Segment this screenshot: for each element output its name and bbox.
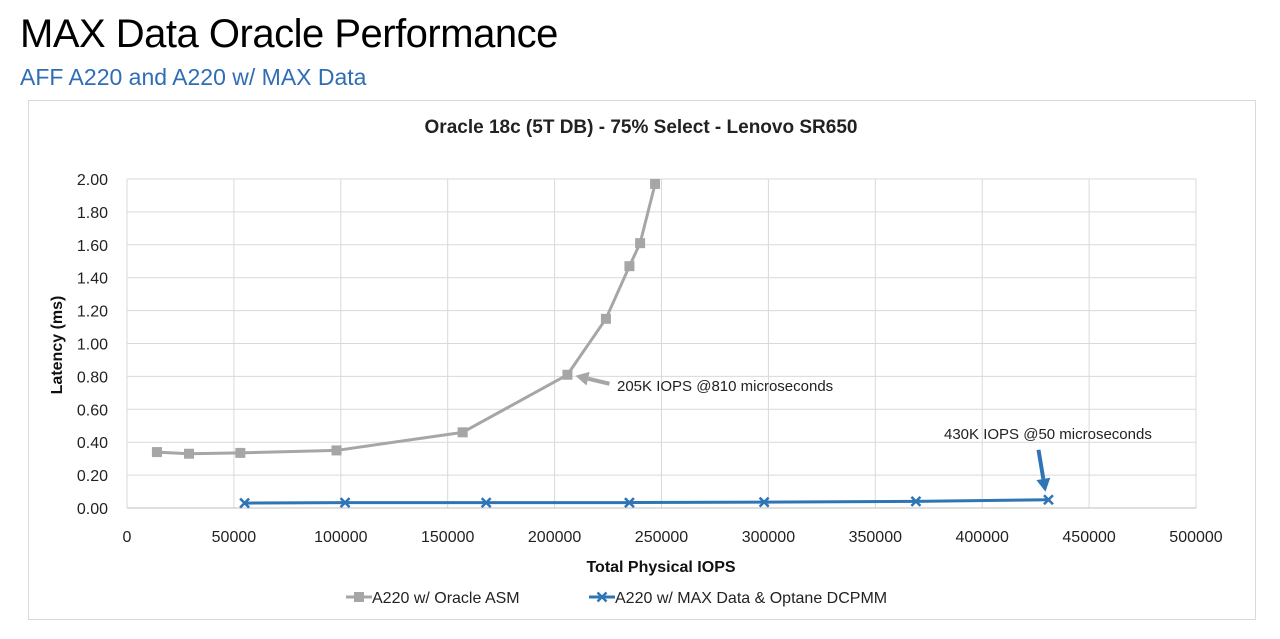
annotation-arrow-oracle-asm [575,371,610,386]
annotation-arrow-max-data [1036,449,1051,492]
marker-stroke [339,497,351,508]
arrow-head [575,371,590,386]
x-tick-label: 150000 [421,529,474,546]
arrow-shaft [587,376,610,386]
y-tick-label: 2.00 [77,172,108,189]
y-tick-label: 0.80 [77,369,108,386]
legend-swatch-marker [354,592,364,602]
y-tick-label: 1.00 [77,337,108,354]
data-point [480,497,492,508]
legend-item-max-data: A220 w/ MAX Data & Optane DCPMM [589,590,887,607]
x-tick-label: 450000 [1062,529,1115,546]
data-point [562,369,573,380]
marker-stroke [1043,494,1054,506]
series-layer [151,178,1054,509]
x-tick-label: 200000 [528,529,581,546]
data-point [239,497,250,509]
marker-stroke [239,497,250,509]
series-line [156,183,657,456]
annotation-label-max-data: 430K IOPS @50 microseconds [944,426,1152,443]
series-oracle-asm [151,178,661,459]
marker-stroke [624,497,635,508]
series-line [244,498,1049,505]
axes [126,179,1196,509]
y-tick-label: 1.40 [77,271,108,288]
slide-title: MAX Data Oracle Performance [20,12,558,56]
legend-label: A220 w/ MAX Data & Optane DCPMM [615,590,887,607]
data-point [1043,494,1054,506]
x-axis-title: Total Physical IOPS [586,559,735,576]
data-point [339,497,351,508]
data-point [600,313,611,324]
y-axis-title: Latency (ms) [49,296,66,395]
legend-item-oracle-asm: A220 w/ Oracle ASM [346,590,520,607]
x-tick-label: 350000 [849,529,902,546]
annotations: 205K IOPS @810 microseconds 430K IOPS @50… [575,371,1152,492]
x-tick-label: 100000 [314,529,367,546]
data-point [235,447,246,458]
legend-swatch-marker [596,591,608,603]
y-tick-label: 1.60 [77,238,108,255]
chart-title: Oracle 18c (5T DB) - 75% Select - Lenovo… [425,117,858,138]
series-max-data [239,494,1054,509]
y-tick-label: 0.40 [77,435,108,452]
x-tick-label: 300000 [742,529,795,546]
y-tick-label: 0.60 [77,402,108,419]
y-tick-label: 1.80 [77,205,108,222]
y-tick-label: 1.20 [77,304,108,321]
slide-subtitle: AFF A220 and A220 w/ MAX Data [20,64,367,90]
annotation-label-oracle-asm: 205K IOPS @810 microseconds [617,378,833,395]
data-point [758,496,770,508]
data-point [624,497,635,508]
arrow-shaft [1036,449,1046,480]
x-tick-label: 50000 [212,529,257,546]
marker-stroke [596,591,608,603]
data-point [151,447,162,458]
data-point [910,496,922,507]
data-point [331,445,342,456]
tick-labels: 0.00 0.20 0.40 0.60 0.80 1.00 1.20 1.40 1.60 1.80… [77,172,1223,546]
x-tick-label: 500000 [1169,529,1222,546]
x-tick-label: 250000 [635,529,688,546]
data-point [624,261,635,272]
data-point [457,427,468,438]
y-tick-label: 0.20 [77,468,108,485]
legend: A220 w/ Oracle ASM A220 w/ MAX Data & Opt… [346,590,887,607]
arrow-head [1036,477,1051,492]
y-tick-label: 0.00 [77,501,108,518]
legend-label: A220 w/ Oracle ASM [372,590,520,607]
marker-stroke [910,496,922,507]
data-point [650,178,661,189]
data-point [184,448,195,459]
marker-stroke [480,497,492,508]
data-point [635,238,646,249]
x-tick-label: 0 [123,529,132,546]
marker-stroke [758,496,770,508]
gridlines [127,178,1197,508]
x-tick-label: 400000 [956,529,1009,546]
chart-frame [28,100,1256,620]
